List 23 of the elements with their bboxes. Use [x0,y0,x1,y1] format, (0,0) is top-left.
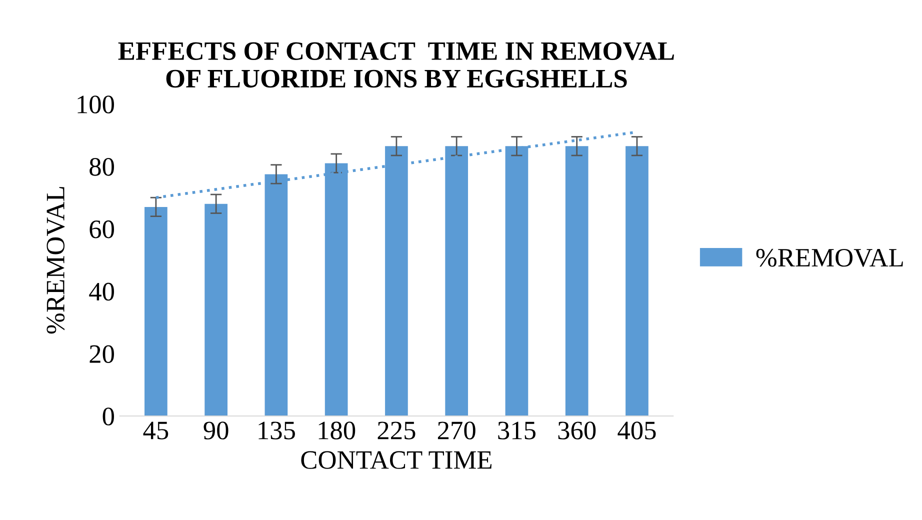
y-tick-label: 40 [89,282,114,301]
bar [204,204,228,416]
bar [626,146,648,416]
y-tick-label: 100 [78,96,114,114]
x-tick-label: 45 [143,422,168,440]
x-tick-label: 405 [618,422,656,440]
y-tick-label: 60 [90,220,114,238]
x-tick-label: 315 [498,422,536,440]
bar [144,206,168,416]
x-tick-label: 180 [318,422,356,440]
x-axis-title: CONTACT TIME [301,451,492,469]
x-tick-label: 135 [258,422,295,440]
x-tick-label: 270 [438,422,476,440]
y-axis-title: %REMOVAL [46,187,65,334]
x-tick-label: 360 [558,422,596,440]
chart-title: EFFECTS OF CONTACT TIME IN REMOVAL OF FLUORIDE IONS BY EGGSHELLS [118,42,674,88]
legend-label: %REMOVAL [756,248,903,267]
y-tick-label: 0 [102,408,114,426]
bar [565,146,588,416]
x-tick-label: 225 [378,422,416,440]
x-tick-label: 90 [204,422,228,440]
y-tick-label: 20 [90,345,114,364]
y-tick-label: 80 [90,158,114,176]
